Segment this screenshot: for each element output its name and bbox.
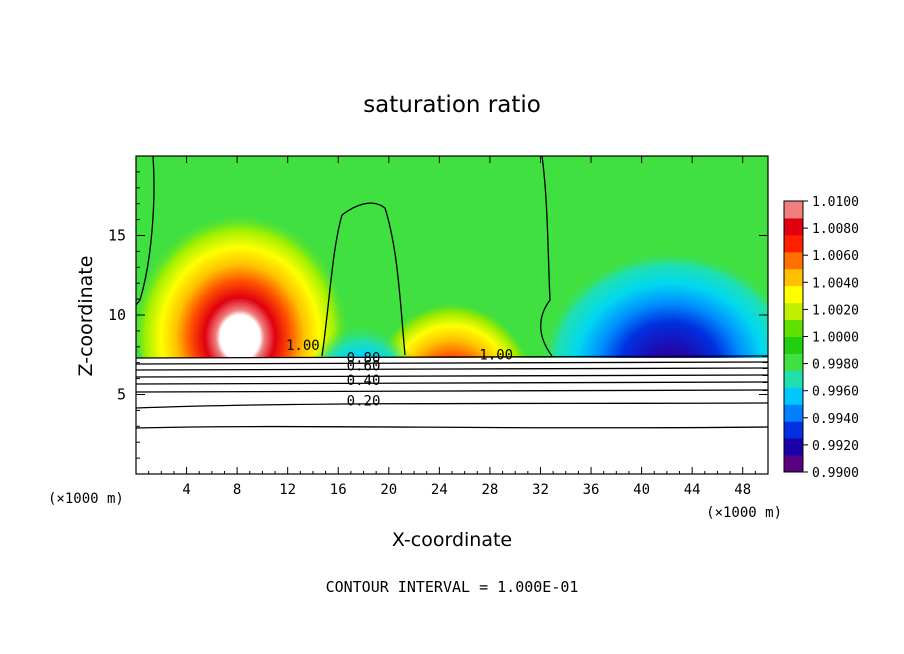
colorbar-swatch	[784, 217, 803, 236]
chart-title: saturation ratio	[363, 92, 541, 118]
colorbar-swatch	[784, 268, 803, 287]
x-tick-label: 48	[734, 482, 751, 498]
x-tick-label: 28	[481, 482, 498, 498]
colorbar-label: 1.0080	[812, 222, 859, 237]
colorbar-label: 1.0040	[812, 276, 859, 291]
colorbar-label: 0.9920	[812, 439, 859, 454]
contour-label: 0.80	[347, 351, 381, 367]
y-tick-label: 10	[108, 306, 126, 324]
x-unit-note: (×1000 m)	[706, 505, 782, 521]
x-tick-label: 24	[431, 482, 448, 498]
contour-interval-footer: CONTOUR INTERVAL = 1.000E-01	[326, 578, 579, 596]
colorbar-swatch	[784, 336, 803, 354]
colorbar-label: 0.9900	[812, 466, 859, 481]
contour-label: 0.40	[347, 373, 381, 389]
plot-area: 1.00 0.800.600.40 0.20 1.00	[136, 156, 768, 474]
colorbar-swatches	[784, 201, 803, 473]
colorbar-label: 0.9940	[812, 412, 859, 427]
colorbar-swatch	[784, 285, 803, 304]
y-unit-note: (×1000 m)	[48, 491, 124, 507]
colorbar-label: 0.9960	[812, 385, 859, 400]
x-tick-label: 36	[583, 482, 600, 498]
contour-labels: 1.00 0.800.600.40 0.20 1.00	[286, 338, 513, 410]
colorbar-swatch	[784, 251, 803, 270]
colorbar-swatch	[784, 370, 803, 388]
colorbar-swatch	[784, 404, 803, 422]
colorbar-swatch	[784, 201, 803, 219]
colorbar-swatch	[784, 319, 803, 337]
x-tick-label: 20	[380, 482, 397, 498]
x-axis-label: X-coordinate	[392, 529, 512, 551]
colorbar-swatch	[784, 455, 803, 473]
colorbar-label: 0.9980	[812, 358, 859, 373]
colorbar-swatch	[784, 438, 803, 456]
colorbar-swatch	[784, 421, 803, 439]
lower-region-mask	[136, 358, 768, 474]
colorbar: 1.0100 1.0080 1.0060 1.0040 1.0020 1.0000 0.99…	[783, 195, 859, 481]
y-axis-ticks: 5 10 15	[108, 171, 768, 459]
contour-label: 1.00	[286, 338, 320, 354]
y-tick-label: 15	[108, 227, 126, 245]
colorbar-label: 1.0100	[812, 195, 859, 210]
x-tick-label: 12	[279, 482, 296, 498]
colorbar-label: 1.0020	[812, 303, 859, 318]
colorbar-labels: 1.0100 1.0080 1.0060 1.0040 1.0020 1.0000 0.99…	[803, 195, 859, 481]
colorbar-label: 1.0060	[812, 249, 859, 264]
x-tick-label: 4	[182, 482, 190, 498]
x-tick-label: 32	[532, 482, 549, 498]
x-tick-label: 8	[233, 482, 241, 498]
contour-label: 1.00	[479, 348, 513, 364]
x-tick-label: 16	[330, 482, 347, 498]
contour-lines	[136, 156, 768, 429]
colorbar-swatch	[784, 353, 803, 371]
x-axis-ticks: 4 8 12 16 20 24 28 32 36 40 44 48	[148, 156, 756, 498]
contour-label: 0.20	[347, 394, 381, 410]
colorbar-swatch	[784, 302, 803, 321]
x-tick-label: 44	[684, 482, 701, 498]
y-tick-label: 5	[117, 386, 126, 404]
contour-label: 0.60	[347, 359, 381, 375]
y-axis-label: Z-coordinate	[75, 256, 97, 377]
x-tick-label: 40	[633, 482, 650, 498]
colorbar-swatch	[784, 387, 803, 405]
colorbar-swatch	[784, 234, 803, 253]
colorbar-label: 1.0000	[812, 331, 859, 346]
